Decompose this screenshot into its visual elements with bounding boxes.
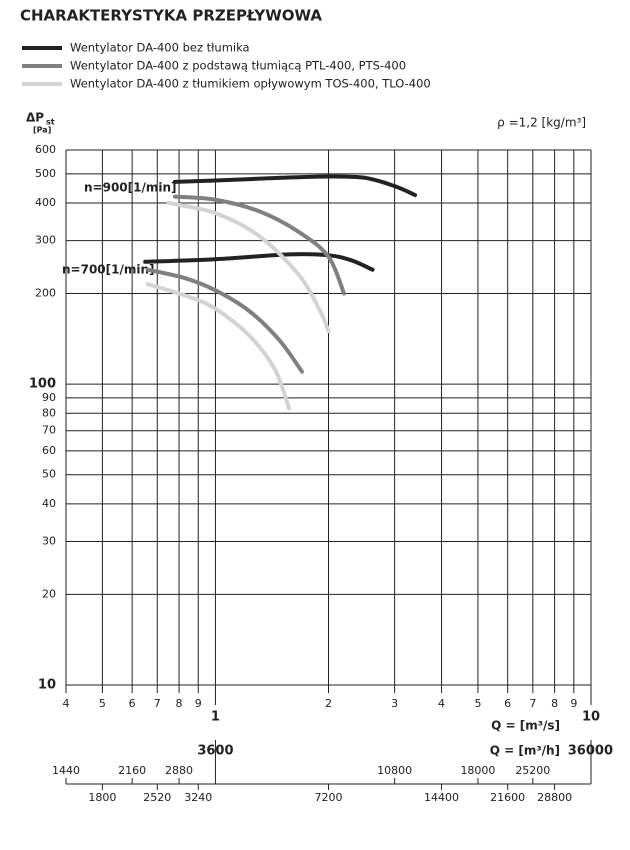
x2-tick-label: 28800 [537,791,572,804]
x2-tick-label: 25200 [515,764,550,777]
x2-tick-label: 2160 [118,764,146,777]
x2-tick-label: 3240 [184,791,212,804]
x-tick-label: 5 [99,697,106,710]
x-tick-label: 4 [63,697,70,710]
annotation: n=700[1/min] [62,263,155,277]
x2-tick-label: 2880 [165,764,193,777]
x-tick-label: 2 [325,697,332,710]
fan-curve [172,174,418,198]
y-tick-label: 70 [42,424,56,437]
fan-curve [172,194,347,296]
x2-tick-label: 3600 [197,744,233,759]
y-label: ΔP [26,111,44,125]
x2-tick-label: 21600 [490,791,525,804]
y-tick-label: 40 [42,497,56,510]
legend-label: Wentylator DA-400 z tłumikiem opływowym … [70,77,431,91]
y-unit: [Pa] [33,126,51,135]
x-tick-label: 6 [504,697,511,710]
y-tick-label: 10 [38,678,56,693]
y-tick-label: 200 [35,287,56,300]
x2-tick-label: 1800 [88,791,116,804]
y-tick-label: 300 [35,234,56,247]
fan-curve [143,252,375,272]
legend-label: Wentylator DA-400 z podstawą tłumiącą PT… [70,59,406,73]
x-label: Q = [m³/s] [491,719,560,733]
x2-tick-label: 1440 [52,764,80,777]
y-tick-label: 50 [42,468,56,481]
y-tick-label: 500 [35,167,56,180]
fan-curve [145,282,292,411]
y-tick-label: 20 [42,587,56,600]
fan-curve [166,200,331,334]
x-tick-label: 10 [582,710,600,725]
x2-tick-label: 7200 [315,791,343,804]
fan-curve [145,267,304,374]
annotation: n=900[1/min] [84,181,177,195]
x2-tick-label: 18000 [460,764,495,777]
x2-tick-label: 10800 [377,764,412,777]
legend-label: Wentylator DA-400 bez tłumika [70,41,250,55]
x2-tick-label: 14400 [424,791,459,804]
x-tick-label: 7 [154,697,161,710]
x2-tick-label: 2520 [143,791,171,804]
x-tick-label: 9 [195,697,202,710]
x-tick-label: 5 [474,697,481,710]
x-tick-label: 1 [211,710,220,725]
x2-tick-label: 36000 [568,744,613,759]
y-tick-label: 100 [29,377,56,392]
x-tick-label: 8 [551,697,558,710]
x-tick-label: 8 [176,697,183,710]
y-tick-label: 30 [42,534,56,547]
x2-label: Q = [m³/h] [490,744,560,758]
density-note: ρ =1,2 [kg/m³] [497,116,586,130]
x-tick-label: 3 [391,697,398,710]
y-tick-label: 80 [42,406,56,419]
x-tick-label: 7 [529,697,536,710]
y-tick-label: 60 [42,444,56,457]
chart-title: CHARAKTERYSTYKA PRZEPŁYWOWA [20,7,322,25]
y-tick-label: 600 [35,143,56,156]
y-tick-label: 90 [42,391,56,404]
y-tick-label: 400 [35,196,56,209]
x-tick-label: 6 [129,697,136,710]
y-label-sub: st [46,118,55,127]
x-tick-label: 4 [438,697,445,710]
x-tick-label: 9 [570,697,577,710]
